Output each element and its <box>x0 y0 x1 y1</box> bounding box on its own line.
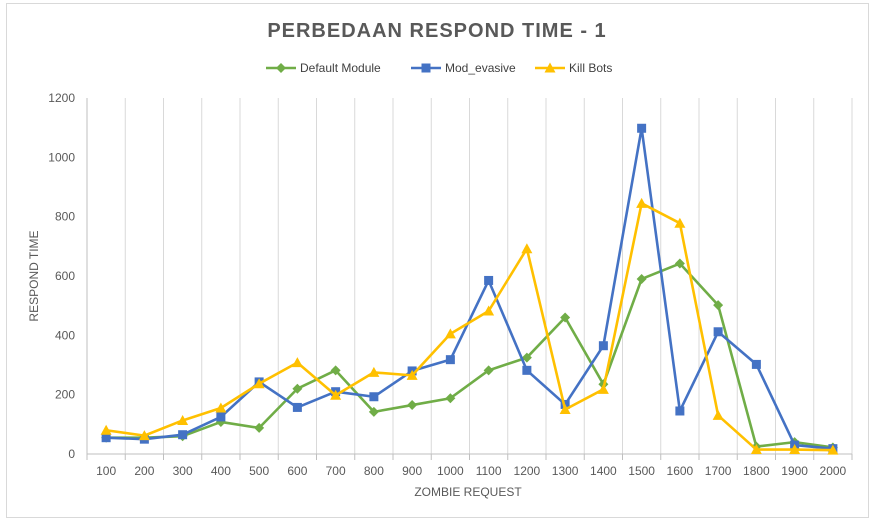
legend-item: Kill Bots <box>535 61 612 75</box>
series-line <box>105 202 833 452</box>
x-tick-label: 800 <box>364 464 384 478</box>
marker-diamond <box>636 273 647 284</box>
x-tick-label: 1400 <box>590 464 617 478</box>
legend-label: Kill Bots <box>569 61 612 75</box>
x-tick-label: 1000 <box>437 464 464 478</box>
marker-square <box>751 359 761 369</box>
y-tick-label: 400 <box>55 328 75 342</box>
marker-triangle <box>253 378 265 389</box>
marker-triangle <box>483 305 495 316</box>
y-tick-label: 600 <box>55 269 75 283</box>
marker-square <box>292 402 302 412</box>
x-tick-label: 1300 <box>552 464 579 478</box>
legend: Default Module Mod_evasive Kill Bots <box>266 61 612 75</box>
marker-square <box>522 365 532 375</box>
marker-triangle <box>177 414 189 425</box>
x-tick-label: 1500 <box>628 464 655 478</box>
marker-triangle <box>789 444 801 455</box>
y-tick-label: 1200 <box>48 91 75 105</box>
x-tick-label: 1900 <box>781 464 808 478</box>
marker-diamond <box>276 63 286 73</box>
x-tick-label: 1800 <box>743 464 770 478</box>
marker-triangle <box>521 243 533 254</box>
x-tick-label: 100 <box>96 464 116 478</box>
marker-square <box>178 430 188 440</box>
marker-square <box>445 355 455 365</box>
series-line <box>106 126 833 450</box>
marker-triangle <box>559 404 571 414</box>
x-tick-label: 1100 <box>476 464 502 478</box>
x-tick-label: 300 <box>173 464 193 478</box>
legend-item: Mod_evasive <box>411 61 516 75</box>
marker-diamond <box>483 365 494 376</box>
marker-diamond <box>521 352 532 363</box>
x-tick-label: 200 <box>134 464 154 478</box>
marker-diamond <box>330 365 341 376</box>
y-axis-title: RESPOND TIME <box>27 230 41 321</box>
x-tick-label: 400 <box>211 464 231 478</box>
series-group <box>100 123 839 455</box>
x-tick-label: 2000 <box>820 464 847 478</box>
x-axis-title: ZOMBIE REQUEST <box>414 485 522 499</box>
marker-triangle <box>597 383 609 394</box>
marker-triangle <box>827 444 839 455</box>
marker-diamond <box>292 383 303 394</box>
y-tick-label: 800 <box>55 210 75 224</box>
marker-triangle <box>138 430 150 441</box>
marker-diamond <box>368 406 379 417</box>
marker-triangle <box>544 62 556 73</box>
x-tick-label: 1700 <box>705 464 732 478</box>
legend-label: Default Module <box>300 61 381 75</box>
marker-square <box>216 412 226 422</box>
marker-diamond <box>560 312 571 323</box>
marker-square <box>421 63 431 73</box>
marker-square <box>101 433 111 443</box>
chart-border <box>6 3 869 518</box>
x-tick-label: 700 <box>326 464 346 478</box>
y-tick-label: 0 <box>68 447 75 461</box>
marker-triangle <box>368 366 380 377</box>
marker-diamond <box>713 300 724 311</box>
marker-triangle <box>750 444 762 455</box>
legend-label: Mod_evasive <box>445 61 516 75</box>
marker-triangle <box>636 197 648 208</box>
marker-triangle <box>406 369 418 380</box>
x-tick-label: 900 <box>402 464 422 478</box>
x-tick-label: 1200 <box>514 464 541 478</box>
marker-triangle <box>444 328 456 339</box>
marker-triangle <box>215 402 227 413</box>
legend-item: Default Module <box>266 61 381 75</box>
gridlines <box>86 98 853 454</box>
marker-triangle <box>674 217 686 228</box>
x-tick-label: 1600 <box>667 464 694 478</box>
marker-triangle <box>100 424 112 435</box>
marker-square <box>675 406 685 416</box>
chart-title: PERBEDAAN RESPOND TIME - 1 <box>267 20 606 42</box>
marker-diamond <box>674 258 685 269</box>
marker-square <box>484 275 494 285</box>
marker-diamond <box>254 422 265 433</box>
x-tick-label: 600 <box>287 464 307 478</box>
marker-diamond <box>445 393 456 404</box>
marker-triangle <box>330 389 342 400</box>
series-line <box>106 262 834 449</box>
y-tick-label: 200 <box>55 388 75 402</box>
marker-square <box>369 392 379 402</box>
marker-square <box>598 341 608 351</box>
marker-triangle <box>712 409 724 420</box>
series-kill-bots <box>100 197 839 455</box>
x-tick-label: 500 <box>249 464 269 478</box>
axes: 0 200 400 600 800 1000 1200 100 200 300 400 500 600 7… <box>48 91 853 478</box>
marker-triangle <box>291 357 303 368</box>
marker-diamond <box>407 400 418 411</box>
y-tick-label: 1000 <box>48 150 75 164</box>
marker-square <box>713 327 723 337</box>
marker-square <box>637 123 647 133</box>
